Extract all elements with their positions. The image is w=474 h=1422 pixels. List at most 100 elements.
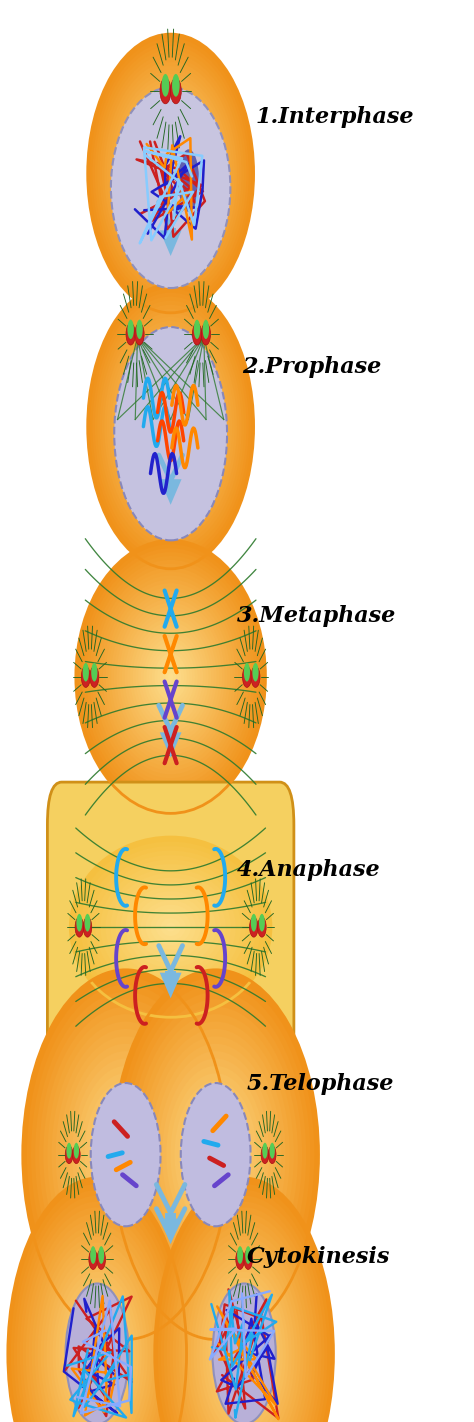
Ellipse shape [261, 1146, 269, 1163]
Ellipse shape [220, 1307, 268, 1401]
Circle shape [270, 1143, 275, 1159]
Ellipse shape [232, 1331, 256, 1376]
Ellipse shape [46, 1254, 148, 1422]
Ellipse shape [200, 1266, 289, 1422]
Ellipse shape [81, 547, 260, 806]
Ellipse shape [137, 1014, 294, 1295]
Ellipse shape [94, 1348, 100, 1359]
Ellipse shape [212, 1284, 276, 1422]
Circle shape [82, 663, 89, 681]
Ellipse shape [135, 323, 144, 346]
Ellipse shape [58, 1277, 136, 1422]
Ellipse shape [118, 85, 223, 262]
Ellipse shape [37, 1237, 157, 1422]
Ellipse shape [130, 357, 211, 496]
Circle shape [251, 914, 257, 931]
Circle shape [162, 74, 169, 97]
Polygon shape [160, 973, 182, 998]
Ellipse shape [152, 142, 190, 205]
Ellipse shape [161, 919, 181, 936]
Ellipse shape [91, 1342, 103, 1365]
Ellipse shape [8, 1177, 186, 1422]
Ellipse shape [92, 293, 249, 560]
Ellipse shape [107, 65, 235, 282]
Ellipse shape [166, 418, 175, 435]
Ellipse shape [202, 1271, 286, 1422]
Ellipse shape [85, 850, 256, 1004]
Ellipse shape [184, 1237, 304, 1422]
Ellipse shape [149, 138, 192, 209]
Ellipse shape [147, 385, 194, 468]
Ellipse shape [27, 977, 224, 1332]
Ellipse shape [104, 63, 237, 284]
Ellipse shape [188, 1243, 301, 1422]
Circle shape [259, 914, 265, 931]
Ellipse shape [97, 1250, 106, 1270]
Ellipse shape [141, 634, 201, 720]
Ellipse shape [76, 1313, 118, 1395]
Ellipse shape [191, 1111, 240, 1199]
Ellipse shape [32, 1224, 163, 1422]
Ellipse shape [140, 374, 201, 479]
Ellipse shape [121, 1148, 130, 1162]
Text: 2.Prophase: 2.Prophase [242, 356, 381, 378]
Ellipse shape [235, 1337, 253, 1371]
Ellipse shape [214, 1295, 274, 1412]
Circle shape [90, 1246, 96, 1264]
Ellipse shape [209, 1284, 280, 1422]
Ellipse shape [109, 321, 232, 532]
Ellipse shape [151, 909, 191, 946]
Ellipse shape [155, 913, 186, 941]
Ellipse shape [93, 1095, 158, 1214]
Ellipse shape [70, 1301, 124, 1406]
Ellipse shape [20, 1202, 174, 1422]
Ellipse shape [111, 87, 230, 289]
Ellipse shape [238, 1342, 250, 1365]
Ellipse shape [133, 109, 209, 237]
Ellipse shape [211, 1290, 277, 1418]
Bar [165, 1213, 176, 1223]
Ellipse shape [168, 673, 173, 681]
Ellipse shape [85, 1331, 109, 1376]
Ellipse shape [23, 1207, 172, 1422]
Ellipse shape [211, 1148, 220, 1162]
Ellipse shape [39, 1000, 212, 1310]
Circle shape [245, 1246, 251, 1264]
Text: 5.Telophase: 5.Telophase [246, 1072, 394, 1095]
Ellipse shape [100, 304, 242, 549]
Ellipse shape [135, 365, 206, 488]
Ellipse shape [72, 1058, 179, 1251]
Ellipse shape [90, 38, 251, 309]
Ellipse shape [158, 1051, 273, 1258]
Ellipse shape [208, 1140, 224, 1169]
Ellipse shape [28, 1219, 166, 1422]
Ellipse shape [118, 337, 223, 516]
Ellipse shape [89, 1088, 163, 1221]
Ellipse shape [114, 78, 228, 269]
Ellipse shape [192, 323, 201, 346]
Ellipse shape [179, 1088, 253, 1221]
Ellipse shape [160, 661, 182, 693]
Ellipse shape [92, 563, 249, 791]
Ellipse shape [154, 1044, 277, 1266]
Circle shape [98, 1246, 104, 1264]
Circle shape [237, 1246, 243, 1264]
Ellipse shape [97, 50, 244, 297]
Ellipse shape [203, 1132, 228, 1177]
Ellipse shape [41, 1243, 154, 1422]
Ellipse shape [95, 567, 246, 786]
Ellipse shape [163, 1058, 269, 1251]
Ellipse shape [117, 599, 225, 755]
Ellipse shape [159, 407, 182, 447]
Circle shape [91, 663, 98, 681]
Ellipse shape [31, 984, 220, 1325]
Circle shape [84, 914, 91, 931]
Ellipse shape [35, 993, 216, 1317]
Ellipse shape [146, 1030, 286, 1280]
Ellipse shape [144, 638, 198, 715]
Ellipse shape [199, 1125, 232, 1185]
Ellipse shape [87, 556, 255, 798]
Ellipse shape [155, 654, 187, 700]
Ellipse shape [164, 162, 178, 185]
Ellipse shape [166, 165, 175, 182]
